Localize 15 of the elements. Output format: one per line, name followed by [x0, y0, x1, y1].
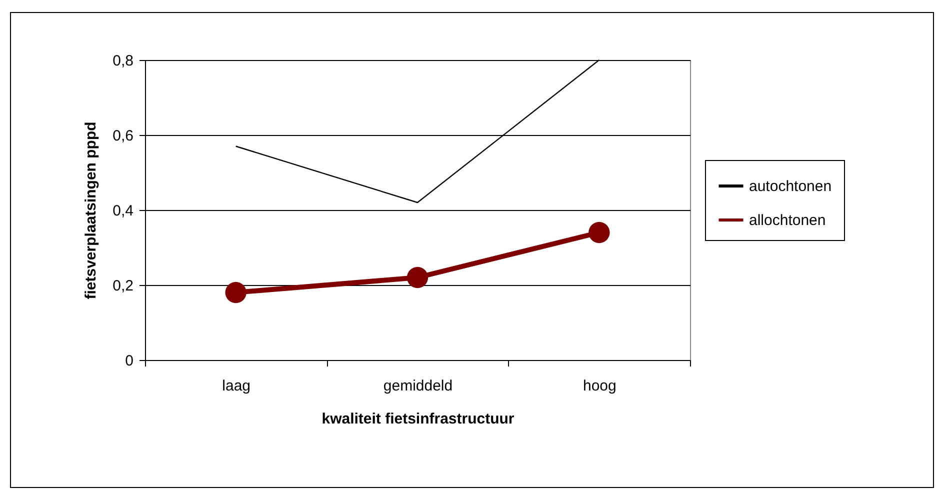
legend-label: allochtonen [749, 212, 826, 229]
point [588, 222, 610, 244]
x-axis-title: kwaliteit fietsinfrastructuur [322, 410, 514, 428]
y-axis-title: fietsverplaatsingen pppd [82, 122, 100, 300]
y-tick-label: 0,8 [112, 52, 134, 70]
point [406, 266, 428, 288]
y-tick-label: 0,6 [112, 128, 134, 144]
legend-label: autochtonen [749, 178, 832, 195]
x-tick-label: hoog [582, 378, 616, 394]
x-tick-label: laag [222, 378, 251, 394]
point [225, 282, 246, 304]
y-tick-label: 0 [125, 352, 134, 370]
y-tick-label: 0,4 [112, 202, 134, 220]
y-tick-label: 0,2 [112, 278, 134, 294]
x-tick-label: gemiddeld [383, 378, 453, 394]
